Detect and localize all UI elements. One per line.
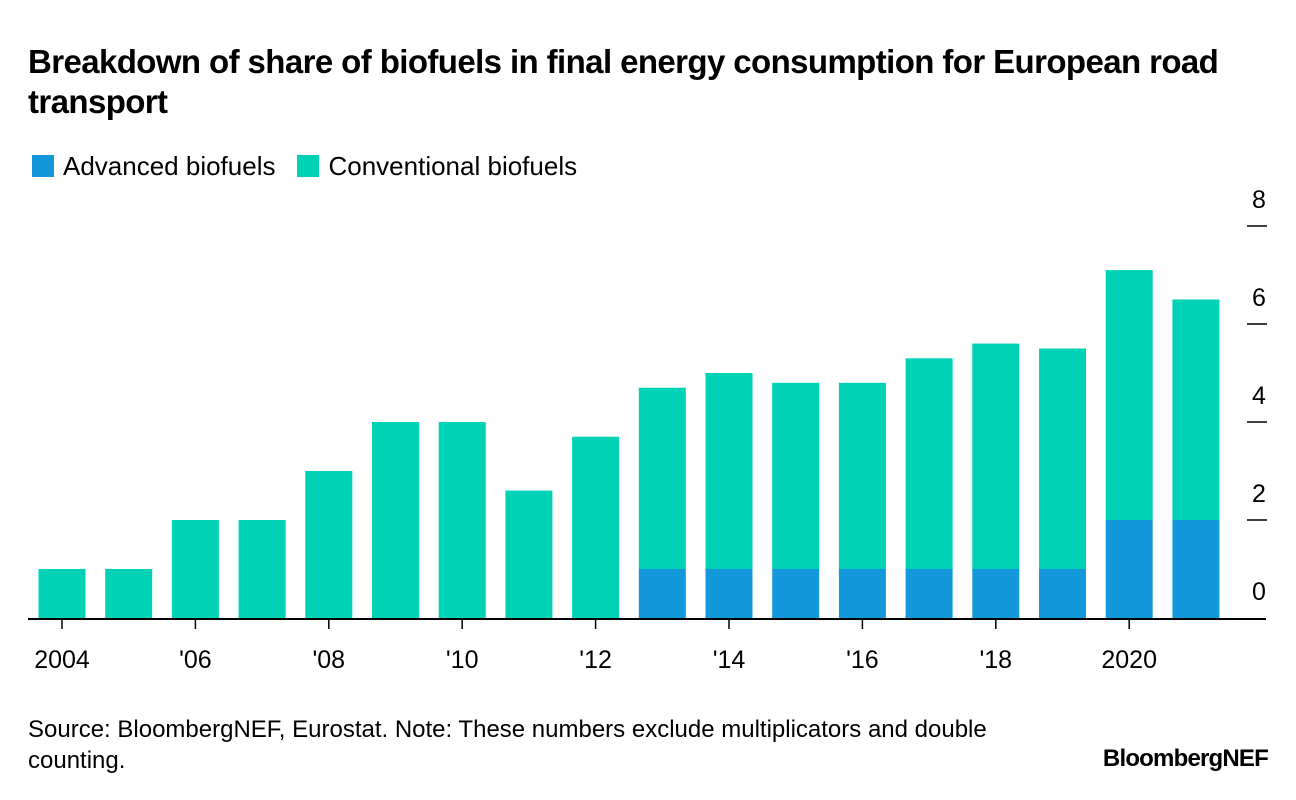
x-tick-label-2014: '14	[713, 646, 746, 674]
x-tick-label-2012: '12	[579, 646, 612, 674]
legend: Advanced biofuels Conventional biofuels	[32, 150, 599, 182]
bar-conventional-2006	[171, 520, 219, 618]
legend-swatch-conventional	[297, 155, 320, 177]
x-tick-label-2020: 2020	[1101, 646, 1157, 674]
chart-title: Breakdown of share of biofuels in final …	[28, 43, 1219, 120]
bar-conventional-2004	[38, 569, 86, 618]
bar-conventional-2010	[438, 422, 486, 618]
bar-conventional-2013	[638, 387, 686, 569]
bar-conventional-2007	[238, 520, 286, 618]
legend-label-advanced: Advanced biofuels	[63, 150, 276, 181]
y-tick-label-4: 4	[1252, 382, 1266, 410]
bar-conventional-2012	[572, 436, 620, 618]
y-tick-label-6: 6	[1252, 284, 1266, 312]
x-axis: 2004 '06 '08 '10 '12 '14 '16 '18 2020	[28, 618, 1266, 674]
bars-group	[38, 270, 1220, 618]
bloombergnef-logo: BloombergNEF	[1102, 745, 1269, 772]
bar-advanced-2018	[972, 569, 1020, 618]
bar-advanced-2021	[1172, 520, 1220, 618]
source-footnote: Source: BloombergNEF, Eurostat. Note: Th…	[28, 716, 987, 774]
bar-advanced-2017	[905, 569, 953, 618]
x-tick-label-2018: '18	[980, 646, 1013, 674]
y-axis: 0 2 4 6 8	[1247, 186, 1267, 606]
y-tick-label-2: 2	[1252, 480, 1266, 508]
legend-swatch-advanced	[32, 155, 54, 177]
bar-advanced-2020	[1105, 520, 1153, 618]
bar-conventional-2017	[905, 358, 953, 569]
bar-conventional-2019	[1039, 348, 1086, 569]
bar-conventional-2020	[1105, 270, 1153, 520]
legend-label-conventional: Conventional biofuels	[328, 150, 578, 181]
bar-advanced-2016	[838, 569, 886, 618]
legend-item-advanced: Advanced biofuels	[32, 151, 275, 182]
bar-conventional-2016	[838, 382, 886, 569]
bar-conventional-2015	[772, 382, 820, 569]
bar-conventional-2018	[972, 343, 1020, 569]
x-tick-label-2010: '10	[446, 646, 479, 674]
bar-conventional-2021	[1172, 299, 1220, 520]
y-tick-label-0: 0	[1252, 578, 1266, 606]
x-tick-label-2006: '06	[179, 646, 212, 674]
y-tick-label-8: 8	[1252, 186, 1266, 214]
bar-conventional-2008	[305, 471, 353, 618]
legend-item-conventional: Conventional biofuels	[297, 151, 577, 182]
bar-advanced-2015	[772, 569, 820, 618]
bar-conventional-2014	[705, 373, 753, 569]
bar-advanced-2019	[1039, 569, 1086, 618]
bar-conventional-2005	[105, 569, 153, 618]
bar-conventional-2011	[505, 490, 553, 618]
x-tick-label-2016: '16	[846, 646, 879, 674]
x-tick-label-2008: '08	[313, 646, 346, 674]
bar-advanced-2014	[705, 569, 753, 618]
bar-conventional-2009	[372, 422, 419, 618]
bar-advanced-2013	[638, 569, 686, 618]
x-tick-label-2004: 2004	[34, 646, 90, 674]
